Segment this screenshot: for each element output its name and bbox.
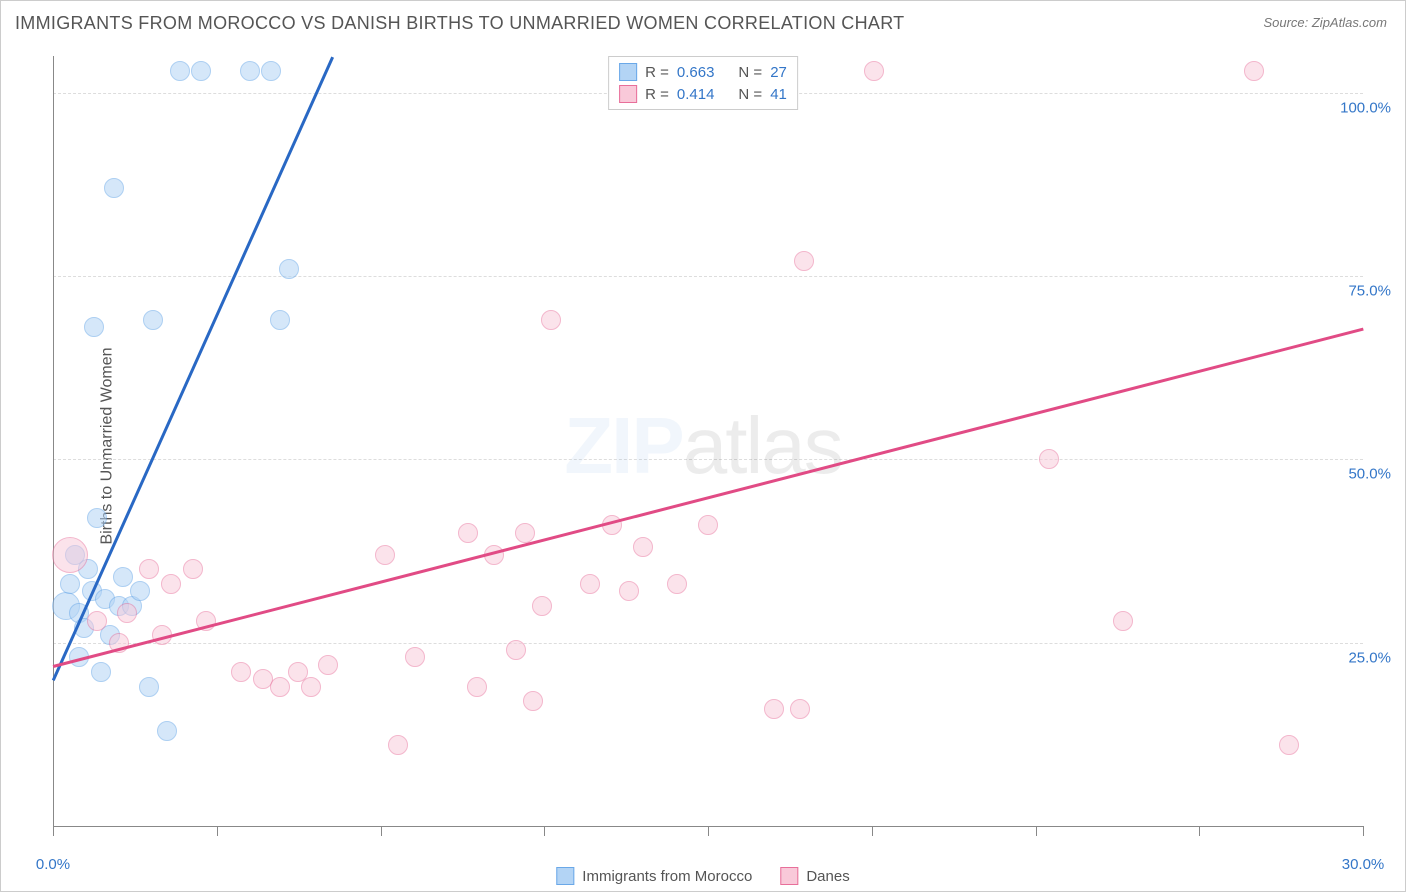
trendline-danes	[53, 327, 1364, 667]
n-label: N =	[738, 86, 762, 103]
legend-swatch-morocco-bottom	[556, 867, 574, 885]
scatter-marker-danes	[698, 515, 718, 535]
scatter-marker-danes	[161, 574, 181, 594]
scatter-marker-danes	[794, 251, 814, 271]
x-tick	[872, 826, 873, 836]
legend-series: Immigrants from Morocco Danes	[556, 867, 849, 885]
legend-label-morocco: Immigrants from Morocco	[582, 868, 752, 885]
scatter-marker-danes	[1113, 611, 1133, 631]
source-prefix: Source:	[1263, 15, 1311, 30]
x-tick	[1036, 826, 1037, 836]
scatter-marker-danes	[619, 581, 639, 601]
scatter-marker-morocco	[91, 662, 111, 682]
x-tick	[217, 826, 218, 836]
scatter-marker-danes	[52, 537, 88, 573]
scatter-marker-danes	[405, 647, 425, 667]
r-label: R =	[645, 86, 669, 103]
watermark-zip: ZIP	[564, 401, 682, 490]
scatter-marker-danes	[506, 640, 526, 660]
chart-container: IMMIGRANTS FROM MOROCCO VS DANISH BIRTHS…	[0, 0, 1406, 892]
x-tick	[1199, 826, 1200, 836]
legend-label-danes: Danes	[806, 868, 849, 885]
scatter-marker-morocco	[240, 61, 260, 81]
trendline-morocco	[52, 57, 334, 681]
watermark-atlas: atlas	[683, 401, 842, 490]
scatter-marker-danes	[864, 61, 884, 81]
scatter-marker-danes	[117, 603, 137, 623]
x-tick	[381, 826, 382, 836]
scatter-marker-danes	[633, 537, 653, 557]
scatter-marker-danes	[318, 655, 338, 675]
scatter-marker-danes	[458, 523, 478, 543]
scatter-marker-morocco	[191, 61, 211, 81]
scatter-marker-danes	[231, 662, 251, 682]
x-tick-label: 30.0%	[1342, 856, 1385, 873]
scatter-marker-danes	[87, 611, 107, 631]
scatter-marker-morocco	[279, 259, 299, 279]
x-tick-label: 0.0%	[36, 856, 70, 873]
legend-item-morocco: Immigrants from Morocco	[556, 867, 752, 885]
scatter-marker-danes	[1039, 449, 1059, 469]
gridline-h	[53, 459, 1363, 460]
scatter-marker-danes	[388, 735, 408, 755]
y-tick-label: 25.0%	[1348, 649, 1391, 666]
x-tick	[708, 826, 709, 836]
scatter-marker-danes	[1279, 735, 1299, 755]
n-value-morocco: 27	[770, 64, 787, 81]
y-tick-label: 100.0%	[1340, 99, 1391, 116]
scatter-marker-morocco	[170, 61, 190, 81]
r-label: R =	[645, 64, 669, 81]
scatter-marker-morocco	[104, 178, 124, 198]
scatter-marker-danes	[183, 559, 203, 579]
scatter-marker-danes	[515, 523, 535, 543]
n-label: N =	[738, 64, 762, 81]
scatter-marker-morocco	[261, 61, 281, 81]
legend-stats-row-danes: R = 0.414 N = 41	[619, 83, 787, 105]
r-value-morocco: 0.663	[677, 64, 715, 81]
scatter-marker-morocco	[270, 310, 290, 330]
scatter-marker-danes	[532, 596, 552, 616]
scatter-marker-danes	[580, 574, 600, 594]
scatter-marker-danes	[467, 677, 487, 697]
scatter-marker-danes	[790, 699, 810, 719]
scatter-marker-morocco	[84, 317, 104, 337]
scatter-marker-danes	[270, 677, 290, 697]
scatter-marker-morocco	[130, 581, 150, 601]
watermark: ZIPatlas	[564, 400, 841, 492]
scatter-marker-danes	[139, 559, 159, 579]
y-axis-line	[53, 56, 54, 826]
scatter-marker-danes	[764, 699, 784, 719]
scatter-marker-morocco	[87, 508, 107, 528]
gridline-h	[53, 276, 1363, 277]
source-attribution: Source: ZipAtlas.com	[1263, 15, 1387, 30]
scatter-marker-morocco	[157, 721, 177, 741]
scatter-marker-morocco	[113, 567, 133, 587]
scatter-marker-danes	[375, 545, 395, 565]
scatter-marker-morocco	[143, 310, 163, 330]
x-tick	[53, 826, 54, 836]
legend-swatch-morocco	[619, 63, 637, 81]
scatter-marker-danes	[523, 691, 543, 711]
legend-swatch-danes	[619, 85, 637, 103]
legend-stats-box: R = 0.663 N = 27 R = 0.414 N = 41	[608, 56, 798, 110]
scatter-marker-danes	[1244, 61, 1264, 81]
legend-item-danes: Danes	[780, 867, 849, 885]
scatter-marker-danes	[301, 677, 321, 697]
scatter-marker-morocco	[139, 677, 159, 697]
x-tick	[544, 826, 545, 836]
source-value: ZipAtlas.com	[1312, 15, 1387, 30]
gridline-h	[53, 643, 1363, 644]
chart-title: IMMIGRANTS FROM MOROCCO VS DANISH BIRTHS…	[15, 13, 904, 34]
legend-swatch-danes-bottom	[780, 867, 798, 885]
x-tick	[1363, 826, 1364, 836]
legend-stats-row-morocco: R = 0.663 N = 27	[619, 61, 787, 83]
y-tick-label: 50.0%	[1348, 466, 1391, 483]
scatter-marker-danes	[667, 574, 687, 594]
y-tick-label: 75.0%	[1348, 283, 1391, 300]
scatter-marker-danes	[541, 310, 561, 330]
r-value-danes: 0.414	[677, 86, 715, 103]
n-value-danes: 41	[770, 86, 787, 103]
scatter-marker-morocco	[60, 574, 80, 594]
